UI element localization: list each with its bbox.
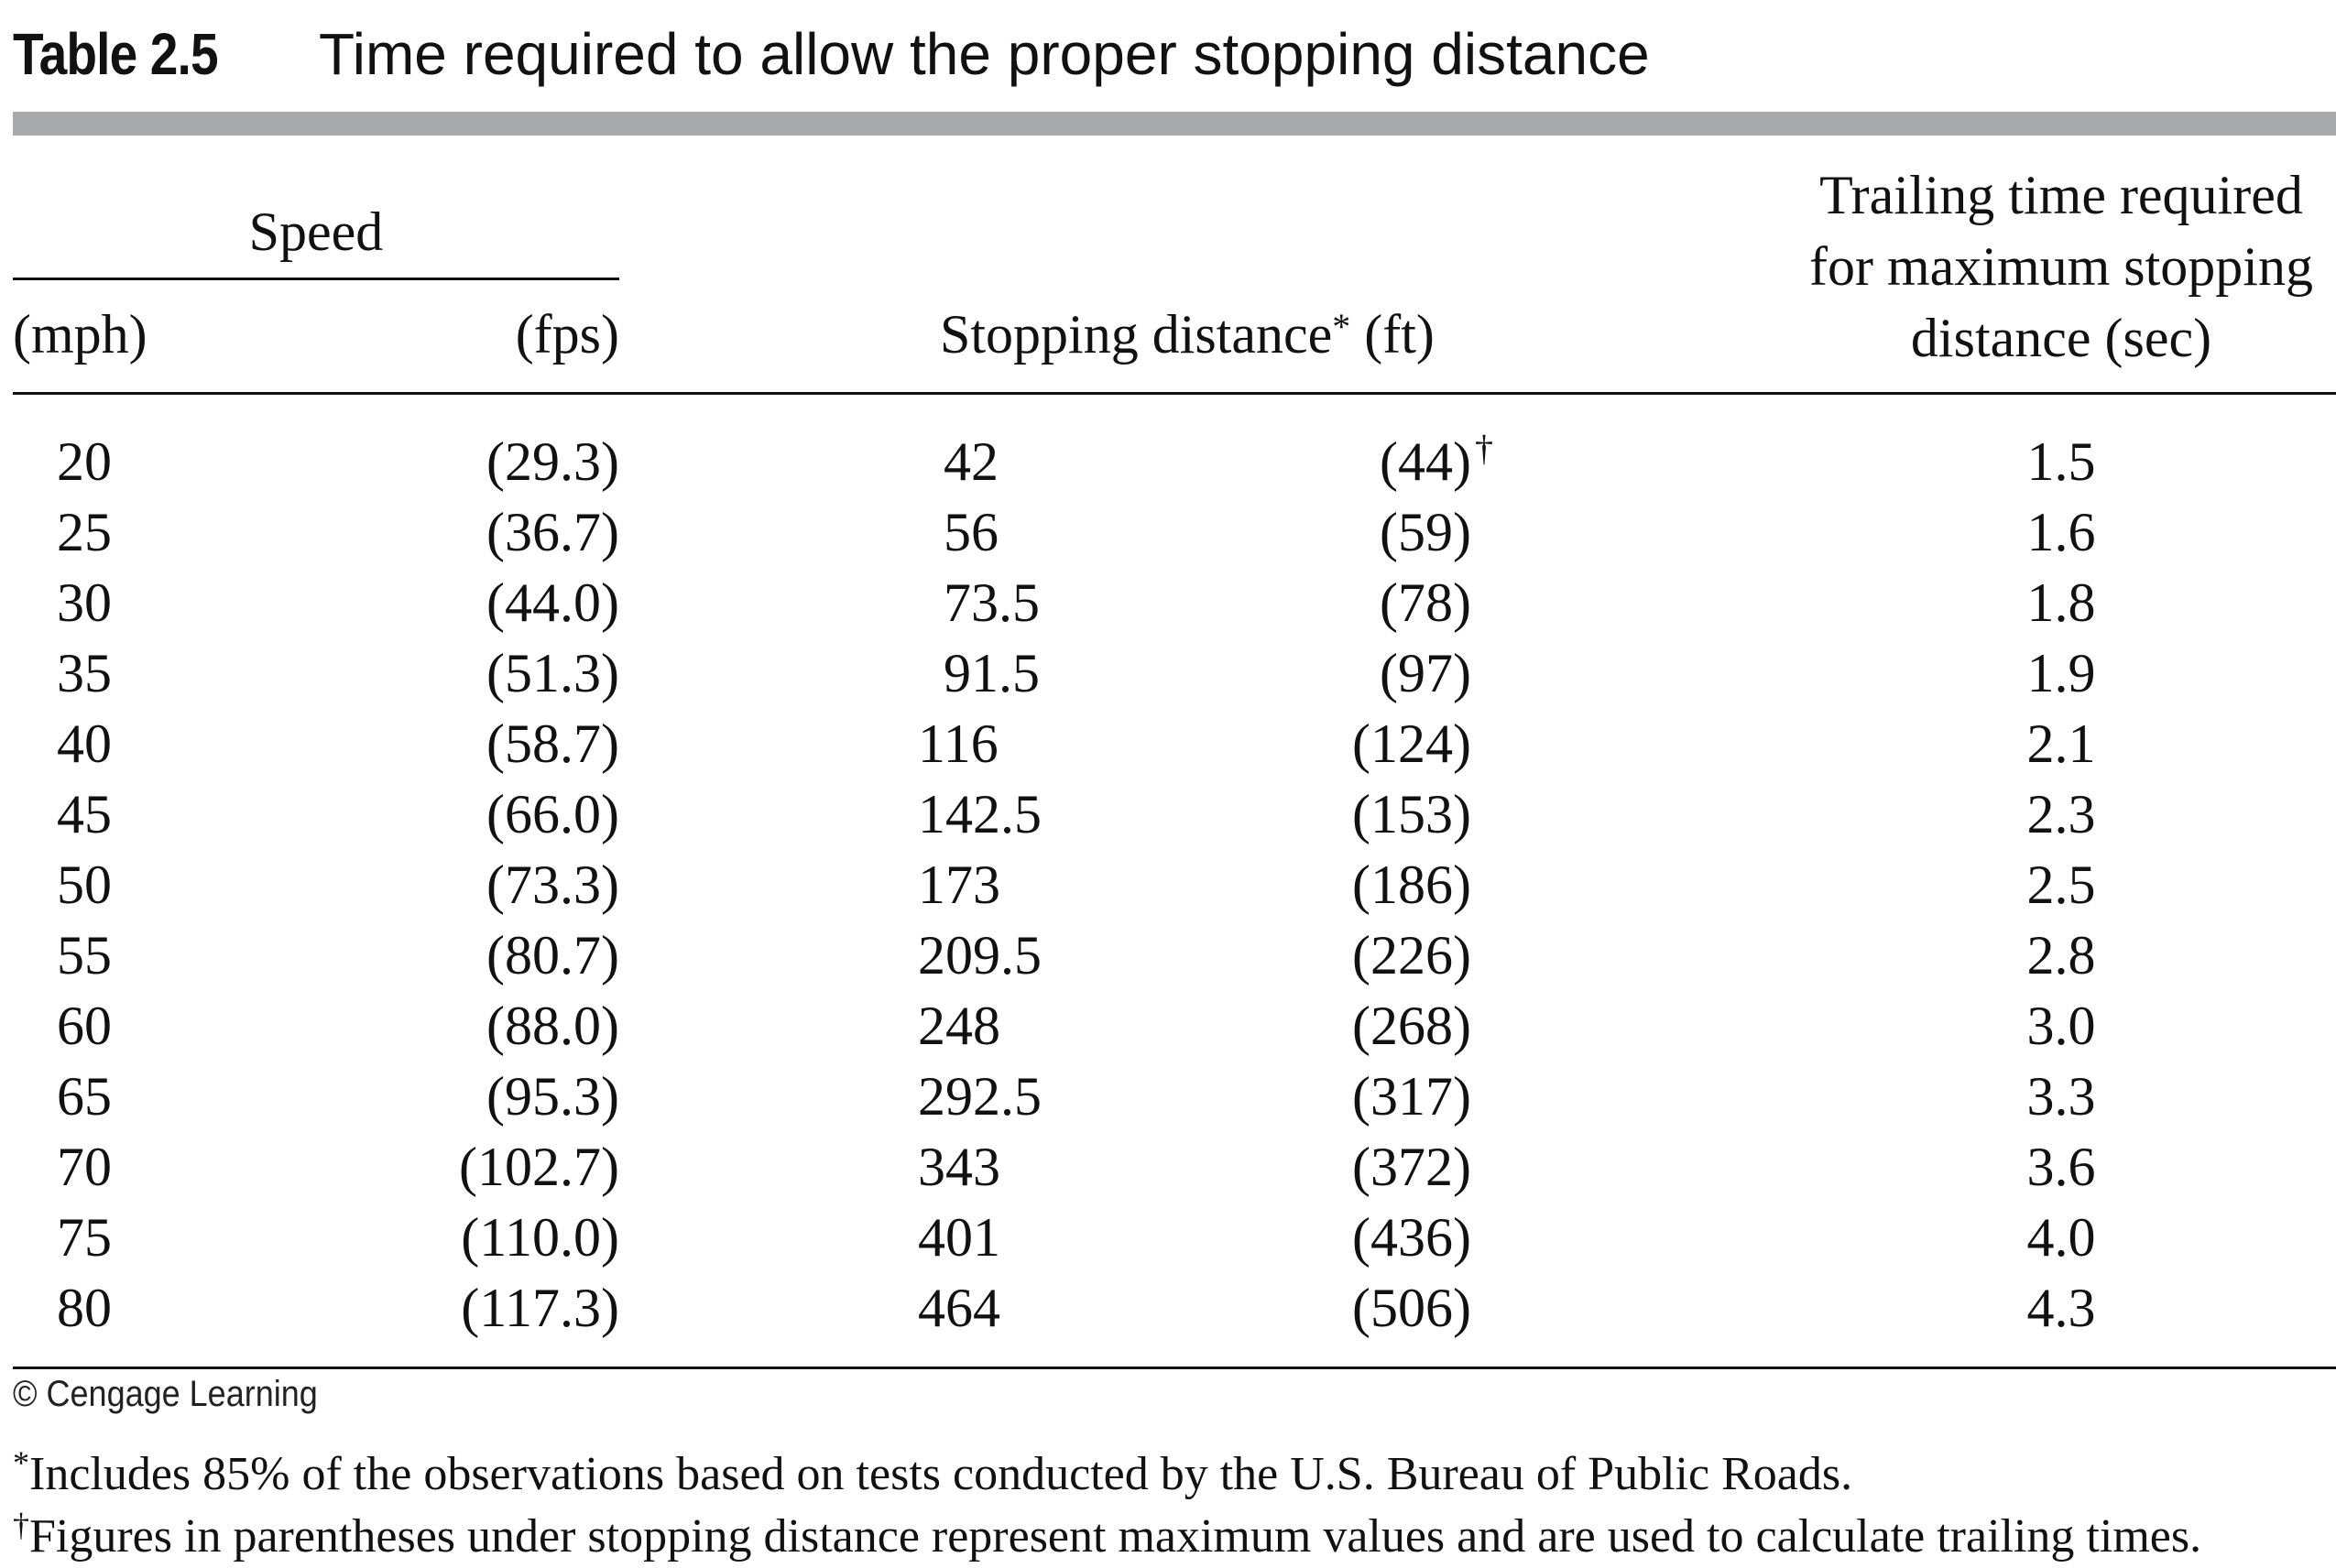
mph-header: (mph) <box>13 304 147 365</box>
trailing-time-cell: 4.0 <box>2026 1207 2096 1268</box>
stopping-distance-cell: 116 <box>918 713 999 774</box>
stopping-distance-cell: 42 <box>944 431 999 492</box>
table-number: Table 2.5 <box>13 21 219 87</box>
trailing-time-line: Trailing time required <box>1819 165 2303 225</box>
title-bar <box>13 112 2336 136</box>
mph-cell: 80 <box>57 1278 112 1338</box>
stopping-distance-max-cell: (124) <box>1352 713 1471 774</box>
fps-cell: (88.0) <box>486 996 619 1056</box>
fps-cell: (36.7) <box>486 502 619 562</box>
trailing-time-cell: 1.9 <box>2026 643 2096 703</box>
mph-cell: 30 <box>57 572 112 633</box>
fps-cell: (117.3) <box>461 1278 619 1338</box>
stopping-distance-cell: 173 <box>918 855 1000 915</box>
fps-cell: (95.3) <box>486 1066 619 1127</box>
stopping-distance-max-cell: (153) <box>1352 784 1471 844</box>
fps-cell: (44.0) <box>486 572 619 633</box>
stopping-distance-label: Stopping distance <box>940 304 1333 365</box>
trailing-time-line: for maximum stopping <box>1809 236 2313 297</box>
footer-rule <box>13 1367 2336 1369</box>
mph-cell: 40 <box>57 713 112 774</box>
footnote-mark: * <box>13 1444 29 1481</box>
trailing-time-cell: 3.0 <box>2026 996 2096 1056</box>
stopping-distance-cell: 401 <box>918 1207 1000 1268</box>
table-title: Time required to allow the proper stoppi… <box>319 21 1650 87</box>
mph-cell: 45 <box>57 784 112 844</box>
stopping-distance-max-cell: (59) <box>1380 502 1471 562</box>
dagger-mark: † <box>1475 428 1493 469</box>
trailing-time-cell: 1.5 <box>2026 431 2096 492</box>
trailing-time-header: Trailing time required for maximum stopp… <box>1768 159 2336 374</box>
mph-cell: 70 <box>57 1137 112 1197</box>
header-rule <box>13 392 2336 395</box>
stopping-distance-cell: 56 <box>944 502 999 562</box>
asterisk-mark: * <box>1332 306 1351 347</box>
fps-cell: (73.3) <box>486 855 619 915</box>
footnote-asterisk: *Includes 85% of the observations based … <box>13 1444 1853 1501</box>
trailing-time-line: distance (sec) <box>1910 308 2212 368</box>
fps-cell: (29.3) <box>486 431 619 492</box>
footnote-text: Figures in parentheses under stopping di… <box>29 1510 2202 1563</box>
trailing-time-cell: 4.3 <box>2026 1278 2096 1338</box>
stopping-distance-max-cell: (372) <box>1352 1137 1471 1197</box>
stopping-distance-cell: 142.5 <box>918 784 1042 844</box>
stopping-distance-cell: 464 <box>918 1278 1000 1338</box>
stopping-distance-cell: 73.5 <box>944 572 1040 633</box>
fps-cell: (58.7) <box>486 713 619 774</box>
stopping-distance-cell: 248 <box>918 996 1000 1056</box>
speed-group-header: Speed <box>248 201 384 262</box>
stopping-distance-max-cell: (226) <box>1352 925 1471 985</box>
trailing-time-cell: 3.6 <box>2026 1137 2096 1197</box>
stopping-distance-cell: 343 <box>918 1137 1000 1197</box>
trailing-time-cell: 2.8 <box>2026 925 2096 985</box>
fps-cell: (80.7) <box>486 925 619 985</box>
mph-cell: 75 <box>57 1207 112 1268</box>
footnote-text: Includes 85% of the observations based o… <box>29 1448 1853 1500</box>
mph-cell: 65 <box>57 1066 112 1127</box>
stopping-distance-max-cell: (436) <box>1352 1207 1471 1268</box>
stopping-distance-max-cell: (506) <box>1352 1278 1471 1338</box>
stopping-distance-max-cell: (317) <box>1352 1066 1471 1127</box>
stopping-distance-max-cell: (97) <box>1380 643 1471 703</box>
stopping-distance-max-cell: (44) <box>1380 431 1471 492</box>
trailing-time-cell: 1.8 <box>2026 572 2096 633</box>
trailing-time-cell: 1.6 <box>2026 502 2096 562</box>
mph-cell: 55 <box>57 925 112 985</box>
copyright-credit: © Cengage Learning <box>13 1374 318 1414</box>
stopping-distance-cell: 91.5 <box>944 643 1040 703</box>
stopping-distance-max-cell: (186) <box>1352 855 1471 915</box>
footnote-mark: † <box>13 1507 29 1543</box>
trailing-time-cell: 2.1 <box>2026 713 2096 774</box>
stopping-distance-max-cell: (78) <box>1380 572 1471 633</box>
stopping-distance-cell: 209.5 <box>918 925 1042 985</box>
fps-header: (fps) <box>515 304 619 365</box>
mph-cell: 50 <box>57 855 112 915</box>
speed-group-rule <box>13 278 619 280</box>
stopping-distance-cell: 292.5 <box>918 1066 1042 1127</box>
mph-cell: 60 <box>57 996 112 1056</box>
trailing-time-cell: 3.3 <box>2026 1066 2096 1127</box>
stopping-distance-unit: (ft) <box>1364 304 1435 365</box>
trailing-time-cell: 2.3 <box>2026 784 2096 844</box>
trailing-time-cell: 2.5 <box>2026 855 2096 915</box>
stopping-distance-header: Stopping distance* (ft) <box>940 299 1435 370</box>
stopping-distance-max-cell: (268) <box>1352 996 1471 1056</box>
footnote-dagger: †Figures in parentheses under stopping d… <box>13 1507 2202 1563</box>
mph-cell: 25 <box>57 502 112 562</box>
fps-cell: (102.7) <box>459 1137 619 1197</box>
mph-cell: 20 <box>57 431 112 492</box>
fps-cell: (110.0) <box>461 1207 619 1268</box>
fps-cell: (51.3) <box>486 643 619 703</box>
fps-cell: (66.0) <box>486 784 619 844</box>
mph-cell: 35 <box>57 643 112 703</box>
